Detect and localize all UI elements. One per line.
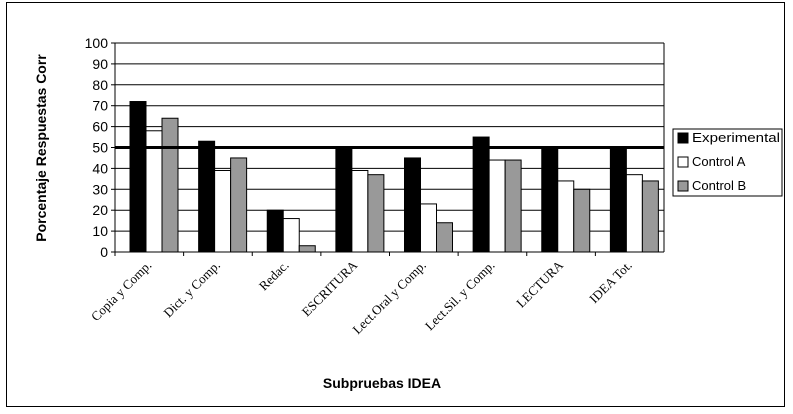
y-tick-label: 20 bbox=[92, 202, 108, 218]
bar-control-b bbox=[573, 188, 591, 253]
legend-box bbox=[672, 128, 783, 197]
y-tick-label: 60 bbox=[92, 119, 108, 135]
x-tick-label: Lect.Sil. y Comp. bbox=[422, 258, 498, 334]
x-tick-label: IDEA Tot. bbox=[586, 258, 635, 307]
bar-experimental bbox=[472, 136, 490, 253]
bar-control-b bbox=[436, 222, 453, 253]
bar-control-b bbox=[230, 157, 248, 253]
legend-label: Control B bbox=[692, 178, 746, 193]
bar-control-a bbox=[282, 218, 300, 253]
y-tick-label: 30 bbox=[92, 181, 108, 197]
x-tick-label: Lect.Oral y Comp. bbox=[349, 258, 429, 338]
y-tick-label: 100 bbox=[85, 35, 109, 51]
bar-control-a bbox=[420, 203, 437, 253]
legend: Experimental Control A Control B bbox=[672, 128, 783, 197]
bar-experimental bbox=[129, 101, 147, 253]
x-tick-label: ESCRITURA bbox=[299, 257, 361, 319]
bars bbox=[129, 101, 659, 253]
bar-experimental bbox=[198, 140, 216, 253]
x-tick-label: Dict. y Comp. bbox=[160, 258, 223, 321]
bar-control-b bbox=[367, 174, 385, 253]
legend-label: Control A bbox=[692, 154, 746, 169]
bar-control-b bbox=[641, 180, 659, 253]
x-tick-label: Redac. bbox=[256, 258, 292, 294]
bar-control-a bbox=[488, 159, 506, 253]
x-axis-title: Subpruebas IDEA bbox=[323, 375, 441, 391]
bar-control-a bbox=[557, 180, 575, 253]
y-axis-title: Porcentaje Respuestas Corr bbox=[33, 54, 49, 242]
legend-label: Experimental bbox=[692, 130, 780, 145]
legend-swatch-control-b bbox=[677, 180, 689, 192]
y-tick-label: 80 bbox=[92, 77, 108, 93]
y-tick-label: 70 bbox=[92, 98, 108, 114]
y-tick-label: 10 bbox=[92, 223, 108, 239]
y-tick-label: 0 bbox=[100, 244, 108, 260]
bar-control-a bbox=[351, 169, 369, 253]
y-tick-label: 40 bbox=[92, 160, 108, 176]
bar-experimental bbox=[541, 147, 559, 253]
x-tick-label: Copia y Comp. bbox=[88, 258, 155, 325]
x-tick-label: LECTURA bbox=[513, 257, 566, 310]
legend-swatch-control-a bbox=[677, 156, 689, 168]
bar-experimental bbox=[404, 157, 421, 253]
y-axis-ticks: 0 10 20 30 40 50 60 70 80 90 100 bbox=[85, 35, 115, 260]
bar-experimental bbox=[609, 147, 627, 253]
bar-control-a bbox=[214, 169, 232, 253]
bar-control-b bbox=[504, 159, 522, 253]
bar-control-b bbox=[161, 117, 179, 253]
legend-swatch-experimental bbox=[677, 132, 689, 144]
y-tick-label: 90 bbox=[92, 56, 108, 72]
x-axis-ticks: Copia y Comp. Dict. y Comp. Redac. ESCRITUR… bbox=[88, 252, 635, 337]
bar-experimental bbox=[335, 147, 353, 253]
bar-control-a bbox=[625, 174, 643, 253]
y-tick-label: 50 bbox=[92, 140, 108, 156]
bar-control-b bbox=[298, 245, 316, 253]
bar-experimental bbox=[266, 209, 284, 253]
